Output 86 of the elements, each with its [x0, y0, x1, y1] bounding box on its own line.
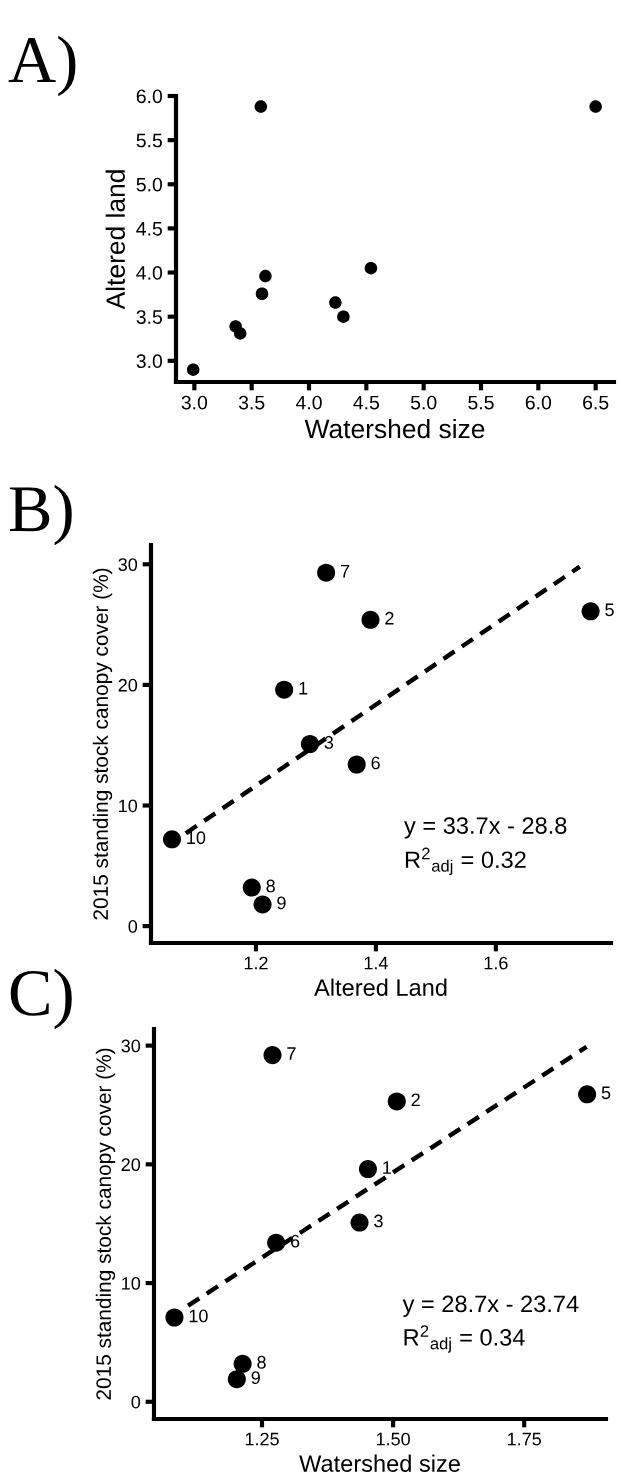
point — [361, 610, 380, 629]
x-tick-label: 3.0 — [181, 395, 208, 410]
annotation: 5 — [601, 1086, 611, 1100]
annotation: 6 — [371, 756, 380, 770]
x-tick-label: 5.5 — [468, 395, 494, 410]
y-tick-label: 0 — [128, 920, 138, 933]
annotation: 3 — [324, 736, 334, 749]
annotation: 10 — [189, 1309, 208, 1323]
y-axis-title: Altered land — [105, 170, 126, 310]
point — [581, 602, 600, 621]
annotation: y = 28.7x - 23.74 — [402, 1295, 579, 1317]
point — [259, 269, 272, 283]
point — [317, 563, 336, 582]
annotation: 1 — [299, 681, 308, 695]
x-tick-label: 1.50 — [376, 1432, 410, 1446]
annotation: 2 — [385, 611, 394, 625]
x-tick-label: 6.5 — [583, 395, 609, 410]
point — [233, 1354, 252, 1373]
x-tick-label: 1.4 — [364, 956, 388, 970]
annotation: 9 — [251, 1371, 260, 1385]
x-tick-label: 1.6 — [484, 956, 508, 970]
point — [364, 261, 378, 275]
point — [165, 1308, 184, 1327]
point — [162, 830, 182, 849]
point — [253, 895, 272, 914]
y-tick-label: 20 — [121, 1158, 141, 1172]
annotation: 7 — [287, 1047, 296, 1060]
x-tick-label: 1.75 — [508, 1432, 542, 1446]
annotation: 8 — [257, 1355, 266, 1369]
annotation: R$^{2}$$_{adj}$ = 0.34 — [404, 1325, 525, 1353]
point — [267, 1233, 286, 1252]
chart-title: C) — [10, 968, 72, 1030]
y-tick-label: 30 — [121, 1039, 141, 1053]
point — [263, 1046, 282, 1065]
y-axis-title: 2015 standing stock canopy cover (%) — [92, 568, 113, 920]
y-tick-label: 4.5 — [136, 222, 162, 236]
annotation: 3 — [374, 1214, 383, 1228]
y-tick-label: 3.0 — [136, 354, 163, 369]
annotation: 2 — [411, 1093, 420, 1107]
x-axis-title: Altered Land — [314, 978, 447, 996]
x-tick-label: 6.0 — [525, 395, 552, 410]
y-tick-label: 0 — [131, 1395, 141, 1409]
point — [275, 680, 294, 699]
point — [358, 1160, 377, 1179]
x-tick-label: 3.5 — [238, 395, 265, 410]
point — [329, 296, 342, 309]
y-tick-label: 30 — [118, 558, 138, 572]
point — [387, 1092, 406, 1111]
x-tick-label: 4.5 — [353, 395, 380, 410]
x-axis-title: Watershed size — [299, 1454, 460, 1472]
y-tick-label: 10 — [119, 799, 138, 813]
x-axis-title: Watershed size — [304, 418, 485, 439]
x-tick-label: 4.0 — [295, 395, 322, 410]
point — [255, 287, 269, 300]
y-tick-label: 10 — [122, 1277, 141, 1290]
point — [186, 363, 200, 376]
x-tick-label: 1.25 — [245, 1432, 279, 1446]
point — [589, 100, 602, 113]
point — [300, 734, 319, 754]
y-tick-label: 6.0 — [136, 89, 163, 104]
x-tick-label: 5.0 — [410, 395, 437, 410]
point — [347, 755, 366, 774]
point — [233, 327, 247, 340]
y-tick-label: 3.5 — [136, 310, 162, 324]
annotation: y = 33.7x - 28.8 — [404, 817, 567, 839]
annotation: 7 — [340, 564, 350, 578]
x-tick-label: 1.2 — [244, 956, 268, 970]
y-tick-label: 5.0 — [136, 177, 163, 192]
y-tick-label: 5.5 — [136, 133, 162, 148]
point — [350, 1213, 369, 1232]
annotation: 8 — [266, 879, 275, 893]
y-tick-label: 20 — [118, 678, 138, 692]
annotation: R$^{2}$$_{adj}$ = 0.32 — [405, 847, 526, 876]
annotation: 9 — [277, 896, 286, 910]
annotation: 5 — [605, 603, 614, 617]
annotation: 1 — [383, 1161, 391, 1174]
point — [578, 1085, 597, 1104]
annotation: 10 — [187, 831, 206, 845]
y-tick-label: 4.0 — [136, 266, 163, 280]
chart-title: B) — [9, 484, 72, 546]
point — [337, 310, 350, 323]
point — [254, 100, 268, 113]
point — [227, 1370, 246, 1389]
point — [242, 878, 261, 897]
y-axis-title: 2015 standing stock canopy cover (%) — [95, 1048, 116, 1400]
chart-title: A) — [8, 35, 76, 97]
